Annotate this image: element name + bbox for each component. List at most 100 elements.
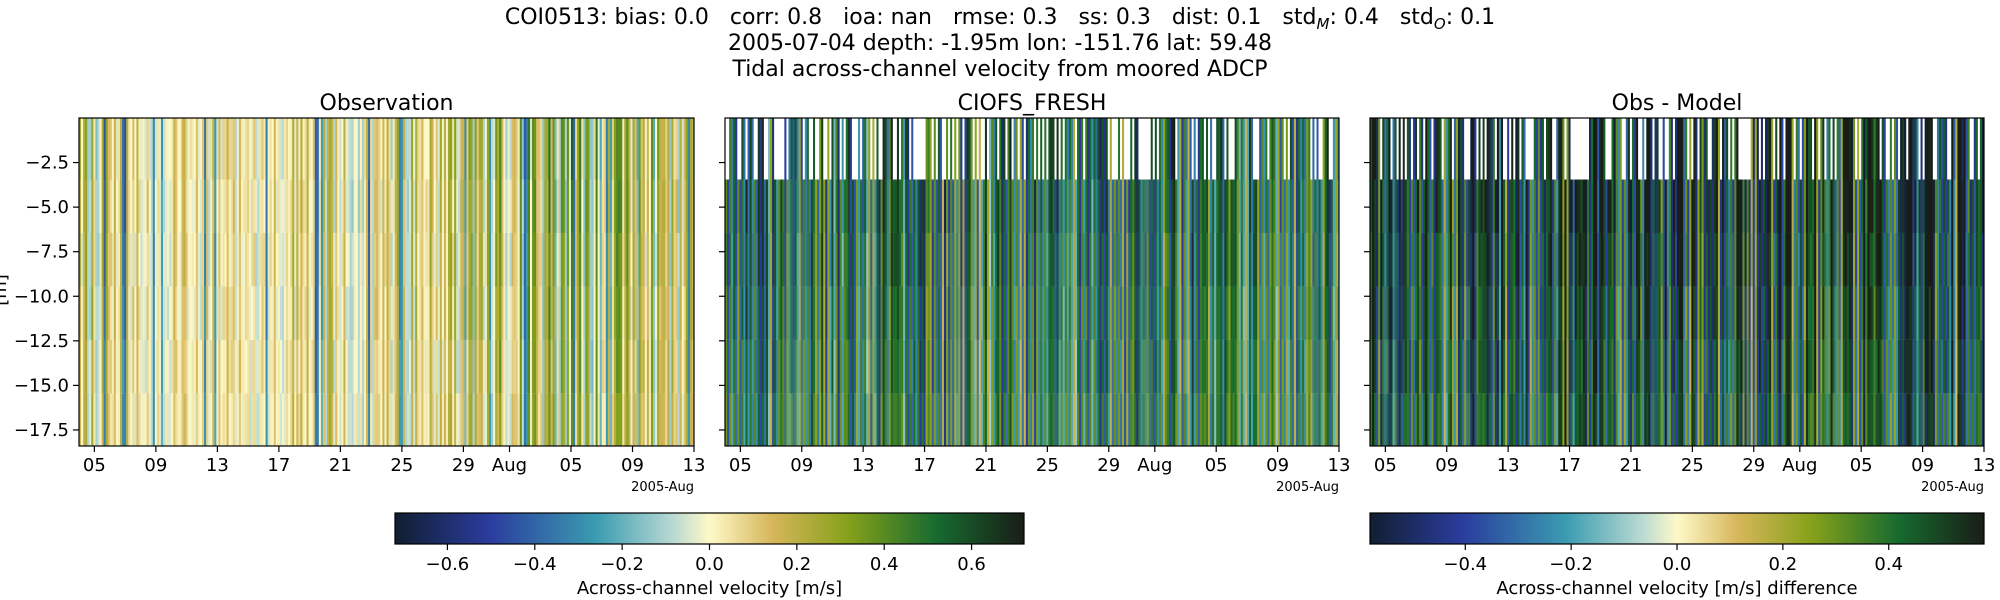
heatmap-cell — [650, 118, 654, 180]
heatmap-cell — [230, 286, 234, 340]
heatmap-cell — [1322, 232, 1326, 287]
heatmap-cell — [831, 286, 834, 340]
heatmap-cell — [1627, 232, 1631, 287]
heatmap-cell — [739, 339, 742, 394]
heatmap-cell — [1562, 339, 1565, 394]
heatmap-cell — [1326, 179, 1330, 233]
heatmap-cell — [158, 393, 162, 446]
heatmap-cell — [954, 179, 957, 233]
heatmap-cell — [1586, 179, 1590, 233]
heatmap-cell — [568, 118, 572, 180]
heatmap-cell — [1074, 118, 1078, 180]
heatmap-cell — [638, 232, 642, 287]
heatmap-cell — [901, 118, 904, 180]
heatmap-cell — [197, 232, 201, 287]
heatmap-cell — [1462, 232, 1465, 287]
heatmap-cell — [255, 118, 258, 180]
heatmap-cell — [195, 179, 199, 233]
heatmap-cell — [1380, 286, 1383, 340]
heatmap-cell — [1677, 118, 1680, 180]
heatmap-cell — [304, 118, 307, 180]
heatmap-cell — [1113, 232, 1117, 287]
heatmap-cell — [429, 393, 432, 446]
heatmap-cell — [1662, 393, 1666, 446]
heatmap-cell — [1570, 286, 1574, 340]
heatmap-cell — [534, 179, 537, 233]
heatmap-cell — [1584, 179, 1588, 233]
heatmap-cell — [1732, 118, 1735, 180]
heatmap-cell — [187, 118, 191, 180]
heatmap-cell — [661, 286, 664, 340]
heatmap-cell — [1246, 179, 1250, 233]
heatmap-cell — [1773, 118, 1776, 180]
heatmap-cell — [1629, 286, 1633, 340]
heatmap-cell — [1793, 286, 1797, 340]
heatmap-cell — [823, 286, 826, 340]
heatmap-cell — [1120, 179, 1123, 233]
heatmap-cell — [1040, 286, 1043, 340]
heatmap-cell — [437, 286, 441, 340]
heatmap-cell — [91, 179, 94, 233]
heatmap-cell — [727, 179, 730, 233]
heatmap-cell — [474, 286, 478, 340]
heatmap-cell — [417, 232, 420, 287]
heatmap-cell — [1144, 393, 1148, 446]
heatmap-cell — [921, 286, 924, 340]
heatmap-cell — [368, 179, 371, 233]
heatmap-cell — [443, 286, 447, 340]
heatmap-cell — [620, 286, 623, 340]
heatmap-cell — [1281, 118, 1285, 180]
heatmap-cell — [484, 232, 488, 287]
heatmap-cell — [482, 286, 486, 340]
heatmap-cell — [937, 232, 941, 287]
heatmap-cell — [687, 339, 691, 394]
heatmap-cell — [1574, 393, 1578, 446]
heatmap-cell — [1650, 232, 1653, 287]
heatmap-cell — [1089, 286, 1092, 340]
heatmap-cell — [1730, 179, 1733, 233]
heatmap-cell — [855, 339, 859, 394]
heatmap-cell — [343, 393, 346, 446]
heatmap-cell — [1625, 393, 1629, 446]
heatmap-cell — [886, 118, 890, 180]
heatmap-cell — [1431, 393, 1434, 446]
heatmap-cell — [1464, 179, 1467, 233]
heatmap-cell — [1396, 286, 1400, 340]
heatmap-cell — [515, 286, 519, 340]
heatmap-cell — [1437, 118, 1440, 180]
heatmap-cell — [179, 286, 182, 340]
x-offset-label: 2005-Aug — [631, 480, 694, 495]
heatmap-cell — [409, 232, 412, 287]
heatmap-cell — [1128, 118, 1131, 180]
heatmap-cell — [1101, 232, 1105, 287]
heatmap-cell — [1105, 393, 1109, 446]
heatmap-cell — [939, 393, 943, 446]
heatmap-cell — [575, 118, 578, 180]
heatmap-cell — [1132, 179, 1135, 233]
heatmap-cell — [1156, 286, 1160, 340]
heatmap-cell — [1625, 118, 1629, 180]
heatmap-cell — [663, 286, 666, 340]
heatmap-cell — [609, 179, 613, 233]
heatmap-cell — [1449, 232, 1453, 287]
heatmap-cell — [1261, 118, 1264, 180]
heatmap-cell — [216, 393, 219, 446]
heatmap-cell — [1310, 179, 1313, 233]
heatmap-cell — [189, 286, 193, 340]
heatmap-cell — [948, 179, 951, 233]
heatmap-cell — [1336, 286, 1340, 340]
heatmap-cell — [312, 179, 316, 233]
heatmap-cell — [128, 393, 131, 446]
heatmap-cell — [1566, 339, 1569, 394]
heatmap-cell — [300, 118, 303, 180]
heatmap-cell — [1253, 339, 1256, 394]
heatmap-cell — [304, 286, 307, 340]
heatmap-cell — [579, 179, 582, 233]
heatmap-cell — [1793, 179, 1797, 233]
heatmap-cell — [1672, 393, 1676, 446]
heatmap-cell — [1730, 393, 1733, 446]
heatmap-cell — [628, 118, 631, 180]
heatmap-cell — [1771, 339, 1774, 394]
heatmap-cell — [573, 393, 576, 446]
heatmap-cell — [1046, 393, 1049, 446]
